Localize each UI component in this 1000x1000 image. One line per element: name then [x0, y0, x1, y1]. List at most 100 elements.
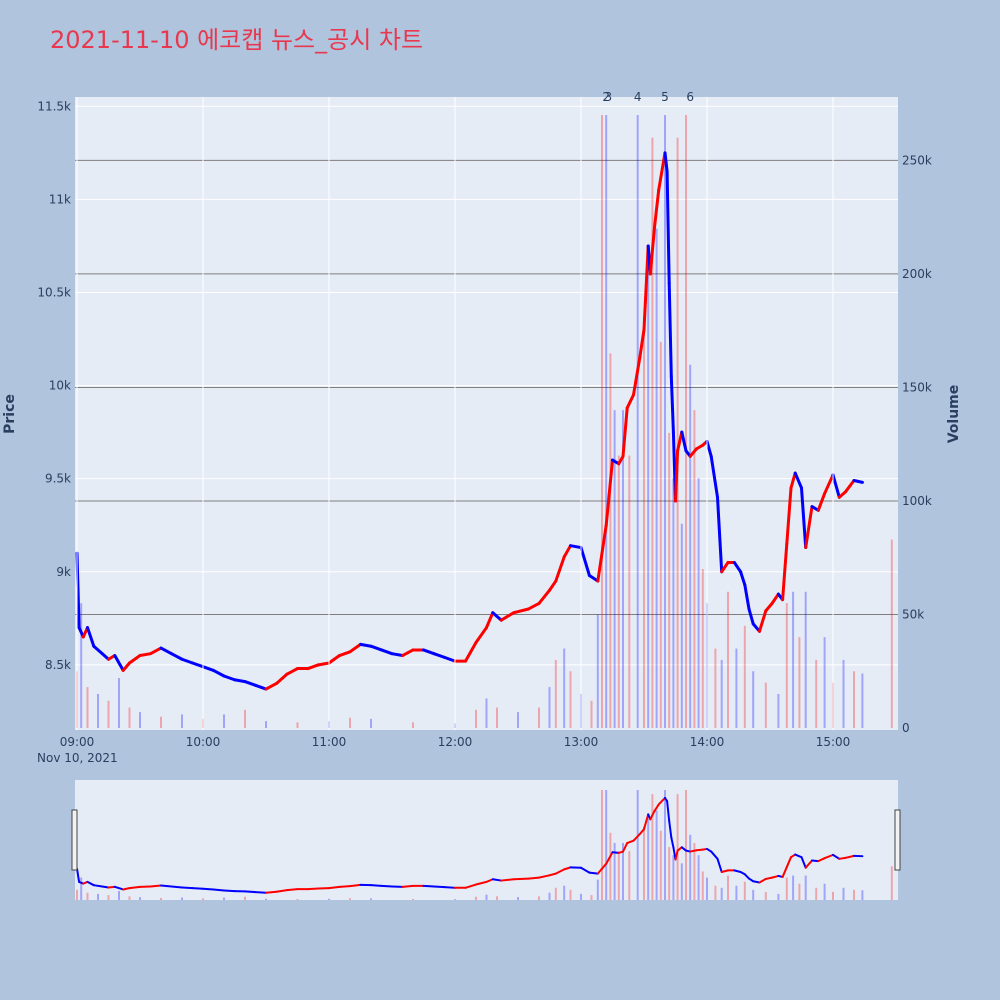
slider-volume-bar	[538, 896, 540, 900]
volume-bar	[349, 717, 351, 728]
slider-price-segment	[554, 868, 566, 875]
slider-volume-bar	[244, 896, 246, 900]
news-annotation-marker: 2	[602, 90, 610, 104]
volume-bar	[265, 721, 267, 728]
range-slider-handle-right[interactable]	[894, 809, 901, 871]
news-annotation-marker: 5	[661, 90, 669, 104]
slider-price-segment	[643, 813, 650, 831]
slider-price-segment	[475, 880, 488, 886]
volume-bar	[777, 693, 780, 728]
price-segment	[680, 430, 688, 453]
slider-volume-bar	[80, 877, 83, 900]
price-segment	[285, 667, 299, 676]
volume-bar	[517, 712, 519, 728]
slider-volume-bar	[651, 794, 654, 900]
volume-bar	[785, 603, 788, 728]
price-tick-label: 11k	[49, 192, 71, 206]
slider-price-segment	[844, 854, 855, 859]
slider-volume-bar	[328, 898, 330, 900]
volume-bar	[590, 700, 593, 728]
volume-bar	[223, 714, 225, 728]
price-segment	[770, 592, 780, 605]
price-axis-title: Price	[2, 394, 18, 434]
volume-tick-label: 100k	[902, 494, 932, 508]
slider-price-segment	[752, 880, 761, 884]
price-segment	[233, 678, 247, 684]
price-segment	[317, 661, 331, 667]
price-segment	[688, 447, 698, 458]
volume-bar	[668, 432, 671, 728]
price-segment	[621, 406, 629, 458]
slider-volume-bar	[563, 885, 566, 900]
volume-bar	[697, 478, 700, 728]
slider-price-segment	[733, 869, 742, 873]
slider-price-segment	[695, 848, 704, 852]
volume-tick-label: 0	[902, 721, 910, 735]
price-segment	[275, 672, 289, 685]
slider-price-segment	[764, 876, 774, 880]
volume-bar	[485, 698, 488, 728]
volume-bar	[727, 591, 729, 728]
volume-bar	[643, 319, 645, 728]
price-segment	[548, 579, 558, 592]
time-tick-label: 09:00	[60, 735, 95, 749]
slider-volume-bar	[517, 897, 519, 900]
slider-price-segment	[538, 874, 551, 879]
volume-bar	[107, 700, 110, 728]
volume-bar	[622, 410, 624, 728]
range-slider[interactable]	[75, 780, 898, 900]
price-segment	[512, 607, 530, 615]
slider-price-segment	[307, 887, 320, 891]
range-slider-handle-left[interactable]	[71, 809, 78, 871]
slider-price-segment	[101, 885, 110, 889]
slider-price-segment	[254, 891, 267, 894]
volume-tick-label: 50k	[902, 607, 924, 621]
slider-volume-bar	[223, 897, 225, 900]
price-segment	[816, 492, 827, 512]
slider-volume-bar	[485, 894, 488, 900]
price-segment	[648, 225, 656, 276]
volume-gridlines	[75, 159, 898, 615]
slider-volume-bar	[685, 790, 687, 900]
volume-bar	[792, 591, 795, 728]
volume-bar	[680, 523, 683, 728]
slider-volume-bar	[735, 885, 738, 900]
time-axis: 09:00 10:00 11:00 12:00 13:00 14:00 15:00	[60, 97, 850, 749]
slider-volume-bar	[569, 889, 572, 900]
slider-volume-bar	[349, 898, 351, 900]
slider-volume-bar	[202, 898, 204, 900]
slider-price-segment	[800, 856, 807, 869]
slider-volume-bar	[792, 875, 795, 900]
price-segment	[785, 486, 793, 546]
x-axis-date-label: Nov 10, 2021	[37, 751, 118, 765]
price-segment	[569, 544, 583, 550]
slider-price-segment	[771, 874, 780, 879]
slider-volume-bar	[643, 826, 645, 900]
price-segment	[537, 588, 551, 605]
volume-bar	[563, 648, 566, 728]
volume-bar	[861, 673, 864, 728]
price-segment	[665, 169, 671, 285]
volume-bar	[596, 614, 599, 728]
slider-volume-bar	[454, 899, 456, 900]
slider-volume-bar	[823, 883, 826, 900]
price-segment	[789, 471, 797, 490]
slider-price-segment	[202, 887, 215, 891]
slider-price-segment	[464, 883, 477, 889]
slider-price-segment	[720, 869, 729, 873]
slider-price-segment	[674, 849, 679, 861]
volume-bar	[804, 591, 807, 728]
price-segment	[653, 188, 661, 229]
slider-price-segment	[349, 883, 362, 888]
price-segment	[764, 601, 774, 613]
volume-bar	[890, 539, 893, 728]
slider-volume-bar	[798, 883, 801, 900]
slider-price-segment	[401, 884, 414, 888]
slider-price-segment	[622, 842, 629, 853]
slider-volume-bar	[693, 842, 696, 900]
slider-price-segment	[170, 885, 183, 889]
price-tick-label: 11.5k	[37, 99, 71, 113]
price-segment	[327, 654, 341, 665]
price-segment	[579, 546, 591, 577]
volume-bar	[569, 671, 572, 728]
